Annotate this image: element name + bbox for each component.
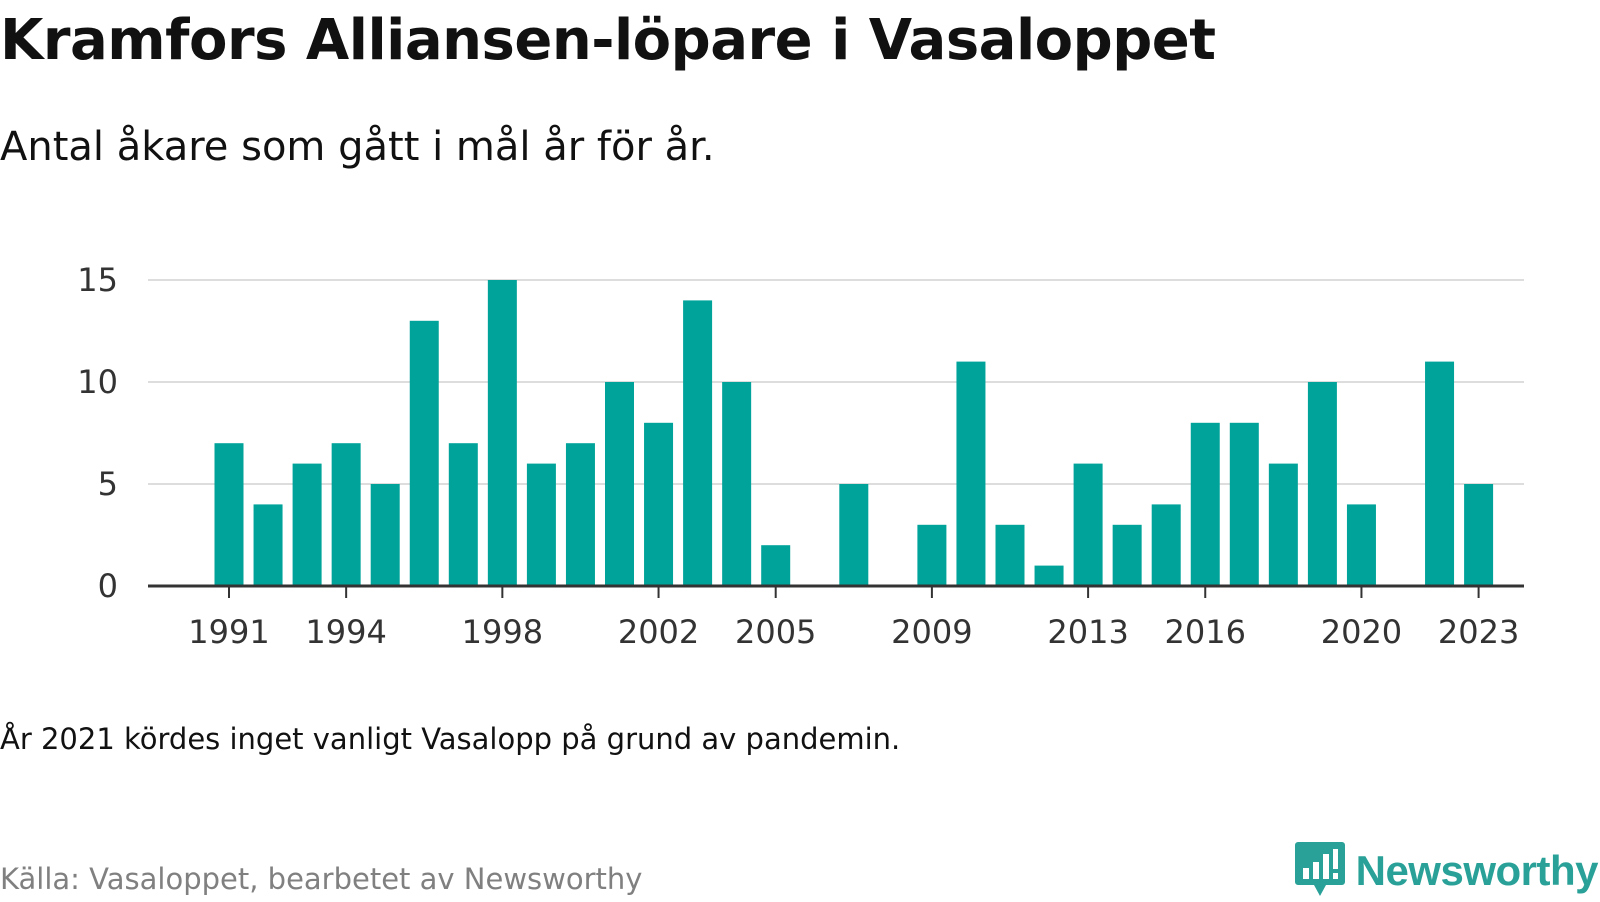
- bar-chart: 0 5 10 15 1991 1994 1998 2002 2005 2009 2013 2016 2…: [77, 261, 1524, 651]
- bar-2010: [956, 361, 986, 586]
- x-axis-labels: 1991 1994 1998 2002 2005 2009 2013 2016 2020 2023: [188, 613, 1519, 651]
- bar-2018: [1268, 463, 1298, 586]
- bar-1991: [214, 443, 244, 586]
- source-credit: Källa: Vasaloppet, bearbetet av Newswort…: [0, 862, 643, 896]
- bar-2007: [839, 484, 869, 586]
- x-tick-label: 1994: [305, 613, 386, 651]
- x-tick-label: 2016: [1165, 613, 1246, 651]
- bar-2004: [722, 382, 752, 586]
- chart-note: År 2021 kördes inget vanligt Vasalopp på…: [0, 722, 901, 756]
- bar-2020: [1346, 504, 1376, 586]
- bar-2003: [683, 300, 713, 586]
- x-tick-label: 2005: [735, 613, 816, 651]
- x-tick-label: 2023: [1438, 613, 1519, 651]
- bar-2011: [995, 524, 1025, 586]
- x-axis: [148, 584, 1524, 598]
- brand-name: Newsworthy: [1355, 847, 1599, 894]
- x-tick-label: 2013: [1047, 613, 1128, 651]
- x-tick-label: 2002: [618, 613, 699, 651]
- y-tick-label: 5: [98, 465, 118, 503]
- bar-2000: [565, 443, 595, 586]
- brand-logo: Newsworthy: [1294, 840, 1599, 902]
- bar-2012: [1034, 565, 1064, 586]
- bar-2002: [644, 422, 674, 586]
- x-tick-label: 2020: [1321, 613, 1402, 651]
- bar-2017: [1229, 422, 1259, 586]
- bar-2023: [1464, 484, 1494, 586]
- bar-2005: [761, 545, 791, 586]
- bar-1994: [331, 443, 361, 586]
- x-tick-label: 2009: [891, 613, 972, 651]
- newsworthy-logo-icon: [1294, 840, 1346, 902]
- chart-title: Kramfors Alliansen-löpare i Vasaloppet: [0, 8, 1216, 73]
- bar-2022: [1425, 361, 1455, 586]
- bar-1997: [448, 443, 478, 586]
- x-tick-label: 1998: [462, 613, 543, 651]
- bar-2016: [1190, 422, 1220, 586]
- bar-2001: [605, 382, 634, 586]
- bar-2019: [1307, 382, 1337, 586]
- y-tick-label: 10: [77, 363, 118, 401]
- bar-2014: [1112, 524, 1142, 586]
- bar-1996: [409, 320, 439, 586]
- bar-1993: [292, 463, 322, 586]
- bar-1992: [253, 504, 283, 586]
- bar-1998: [487, 280, 517, 586]
- x-tick-label: 1991: [188, 613, 269, 651]
- chart-subtitle: Antal åkare som gått i mål år för år.: [0, 124, 715, 170]
- bar-2013: [1073, 463, 1103, 586]
- y-tick-label: 15: [77, 261, 118, 299]
- bar-2015: [1151, 504, 1181, 586]
- bar-1995: [370, 484, 400, 586]
- y-axis-labels: 0 5 10 15: [77, 261, 118, 605]
- bar-1999: [526, 463, 556, 586]
- bars: [214, 280, 1494, 586]
- y-tick-label: 0: [98, 567, 118, 605]
- bar-2009: [917, 524, 947, 586]
